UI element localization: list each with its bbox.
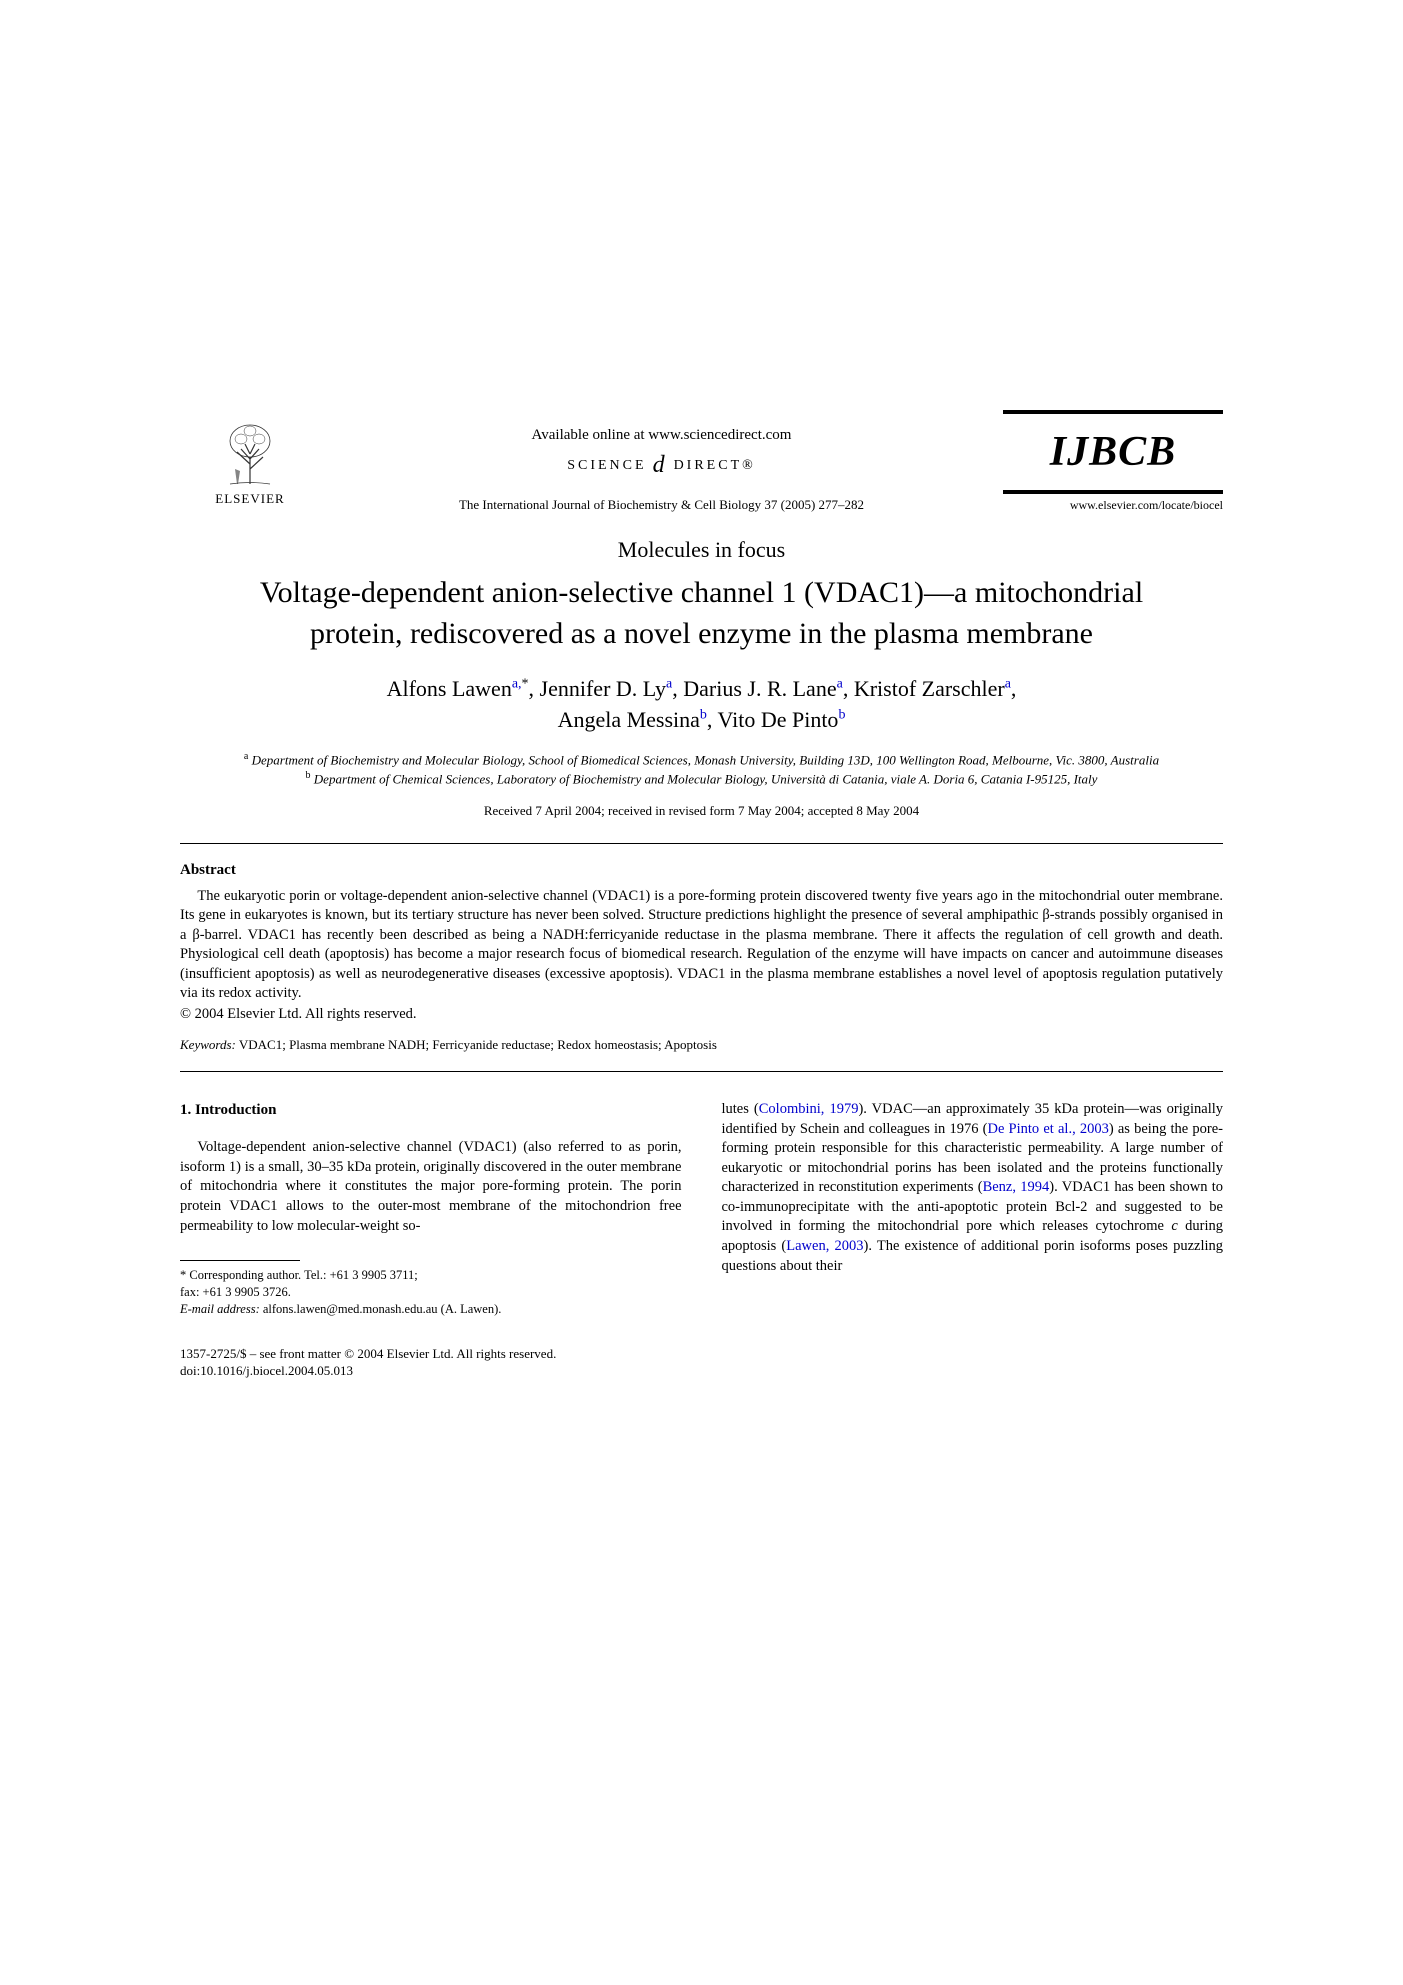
abstract-section: Abstract The eukaryotic porin or voltage… <box>180 862 1223 1023</box>
keywords-text: VDAC1; Plasma membrane NADH; Ferricyanid… <box>236 1037 717 1052</box>
footer-block: 1357-2725/$ – see front matter © 2004 El… <box>180 1346 1223 1380</box>
affiliation-b: Department of Chemical Sciences, Laborat… <box>314 771 1098 786</box>
abstract-heading: Abstract <box>180 862 1223 879</box>
intro-paragraph: Voltage-dependent anion-selective channe… <box>180 1138 682 1236</box>
author-affil-sup: b <box>838 707 845 722</box>
journal-url: www.elsevier.com/locate/biocel <box>1003 498 1223 513</box>
intro-paragraph-cont: lutes (Colombini, 1979). VDAC—an approxi… <box>722 1100 1224 1276</box>
affil-sup: a <box>244 751 248 762</box>
author-affil-sup: a <box>666 677 672 692</box>
doi-line: doi:10.1016/j.biocel.2004.05.013 <box>180 1363 1223 1380</box>
authors-block: Alfons Lawena,*, Jennifer D. Lya, Darius… <box>180 674 1223 736</box>
body-text: lutes ( <box>722 1101 759 1117</box>
author: Alfons Lawen <box>387 676 512 701</box>
elsevier-tree-icon <box>215 419 285 489</box>
body-columns: 1. Introduction Voltage-dependent anion-… <box>180 1100 1223 1318</box>
author: Jennifer D. Ly <box>540 676 666 701</box>
abstract-text: The eukaryotic porin or voltage-dependen… <box>180 887 1223 1004</box>
available-online-text: Available online at www.sciencedirect.co… <box>532 427 792 444</box>
sd-d-icon: d <box>653 452 668 479</box>
corresponding-footnote: * Corresponding author. Tel.: +61 3 9905… <box>180 1267 682 1284</box>
article-type: Molecules in focus <box>180 537 1223 563</box>
author-affil-sup: b <box>700 707 707 722</box>
publisher-logo-block: ELSEVIER <box>180 413 320 513</box>
affiliation-a: Department of Biochemistry and Molecular… <box>252 752 1159 767</box>
author-affil-sup: a, <box>512 677 522 692</box>
email-value: alfons.lawen@med.monash.edu.au (A. Lawen… <box>260 1302 502 1316</box>
footnote-separator <box>180 1260 300 1261</box>
author: Vito De Pinto <box>718 707 839 732</box>
email-footnote: E-mail address: alfons.lawen@med.monash.… <box>180 1301 682 1318</box>
fax-footnote: fax: +61 3 9905 3726. <box>180 1284 682 1301</box>
sciencedirect-logo: SCIENCE d DIRECT® <box>567 452 756 479</box>
affil-sup: b <box>306 770 311 781</box>
header-right: IJBCB www.elsevier.com/locate/biocel <box>1003 410 1223 513</box>
elsevier-logo: ELSEVIER <box>205 413 295 513</box>
section-heading-intro: 1. Introduction <box>180 1100 682 1120</box>
citation-link[interactable]: Lawen, 2003 <box>786 1238 863 1254</box>
citation-link[interactable]: Benz, 1994 <box>983 1179 1050 1195</box>
article-title: Voltage-dependent anion-selective channe… <box>180 573 1223 654</box>
footnotes-block: * Corresponding author. Tel.: +61 3 9905… <box>180 1267 682 1318</box>
author: Angela Messina <box>558 707 700 732</box>
email-label: E-mail address: <box>180 1302 260 1316</box>
author: Kristof Zarschler <box>854 676 1005 701</box>
keywords-line: Keywords: VDAC1; Plasma membrane NADH; F… <box>180 1037 1223 1053</box>
corresponding-star: * <box>522 677 529 692</box>
elsevier-name: ELSEVIER <box>215 491 284 507</box>
front-matter-line: 1357-2725/$ – see front matter © 2004 El… <box>180 1346 1223 1363</box>
column-left: 1. Introduction Voltage-dependent anion-… <box>180 1100 682 1318</box>
sd-right: DIRECT® <box>674 458 756 474</box>
sd-left: SCIENCE <box>567 458 646 474</box>
journal-header: ELSEVIER Available online at www.science… <box>180 410 1223 513</box>
received-dates: Received 7 April 2004; received in revis… <box>180 803 1223 819</box>
journal-abbrev-box: IJBCB <box>1003 410 1223 494</box>
author-affil-sup: a <box>1005 677 1011 692</box>
affiliations-block: a Department of Biochemistry and Molecul… <box>180 750 1223 789</box>
journal-abbrev: IJBCB <box>1003 428 1223 476</box>
citation-link[interactable]: De Pinto et al., 2003 <box>987 1121 1108 1137</box>
copyright-line: © 2004 Elsevier Ltd. All rights reserved… <box>180 1006 1223 1023</box>
citation-link[interactable]: Colombini, 1979 <box>759 1101 859 1117</box>
keywords-label: Keywords: <box>180 1037 236 1052</box>
author-affil-sup: a <box>837 677 843 692</box>
column-right: lutes (Colombini, 1979). VDAC—an approxi… <box>722 1100 1224 1318</box>
journal-reference: The International Journal of Biochemistr… <box>459 497 864 513</box>
separator-rule <box>180 1071 1223 1072</box>
header-center: Available online at www.sciencedirect.co… <box>320 427 1003 513</box>
author: Darius J. R. Lane <box>683 676 836 701</box>
separator-rule <box>180 843 1223 844</box>
body-text: Voltage-dependent anion-selective channe… <box>180 1139 682 1233</box>
